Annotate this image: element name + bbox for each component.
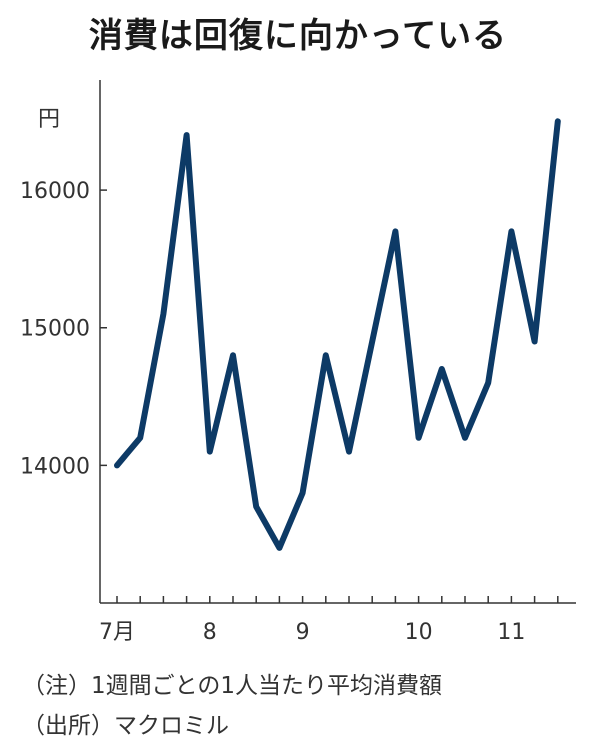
- y-axis-unit-label: 円: [38, 107, 60, 132]
- y-axis-ticks: 14000 15000 16000: [20, 179, 107, 479]
- data-point: [370, 339, 375, 344]
- y-tick-label: 15000: [20, 317, 90, 342]
- data-point: [184, 133, 189, 138]
- x-tick-label: 8: [203, 620, 217, 645]
- y-tick-label: 16000: [20, 179, 90, 204]
- data-point: [532, 339, 537, 344]
- chart-axes: [99, 80, 576, 604]
- x-tick-label: 11: [497, 620, 525, 645]
- data-point: [555, 119, 560, 124]
- source-note: （出所）マクロミル: [22, 713, 229, 739]
- data-point: [254, 504, 259, 509]
- series-line: [114, 118, 561, 551]
- data-point: [207, 449, 212, 454]
- line-chart: 14000 15000 16000 7月 8 9 10 11 円: [20, 80, 576, 645]
- data-point: [115, 463, 119, 468]
- x-tick-label: 9: [296, 620, 310, 645]
- data-point: [463, 435, 467, 440]
- series-points: [115, 119, 560, 550]
- y-tick-label: 14000: [20, 454, 90, 479]
- data-point: [277, 545, 282, 550]
- x-axis-ticks: 7月 8 9 10 11: [99, 596, 559, 645]
- data-point: [161, 311, 166, 316]
- data-point: [347, 449, 351, 454]
- x-tick-label: 7月: [99, 620, 135, 645]
- footnote: （注）1週間ごとの1人当たり平均消費額: [22, 673, 443, 699]
- data-point: [231, 353, 235, 358]
- x-tick-label: 10: [405, 620, 433, 645]
- data-point: [486, 380, 491, 385]
- data-point: [300, 490, 305, 495]
- data-point: [509, 229, 514, 234]
- data-point: [416, 435, 421, 440]
- chart-title: 消費は回復に向かっている: [88, 16, 508, 56]
- data-point: [439, 367, 444, 372]
- data-point: [138, 435, 143, 440]
- data-point: [323, 353, 328, 358]
- data-point: [393, 229, 398, 234]
